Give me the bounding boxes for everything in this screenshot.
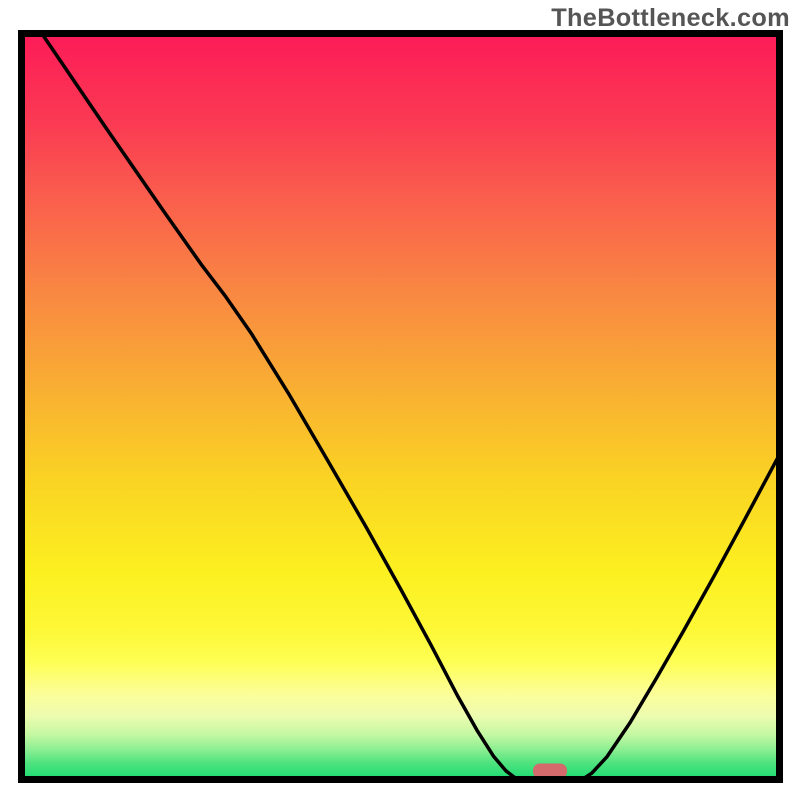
chart-curve-layer bbox=[18, 30, 783, 783]
bottleneck-curve bbox=[39, 30, 783, 783]
optimal-marker bbox=[533, 763, 567, 778]
watermark-text: TheBottleneck.com bbox=[551, 4, 790, 33]
chart-plot-area bbox=[18, 30, 783, 783]
bottleneck-chart: TheBottleneck.com bbox=[0, 0, 800, 800]
